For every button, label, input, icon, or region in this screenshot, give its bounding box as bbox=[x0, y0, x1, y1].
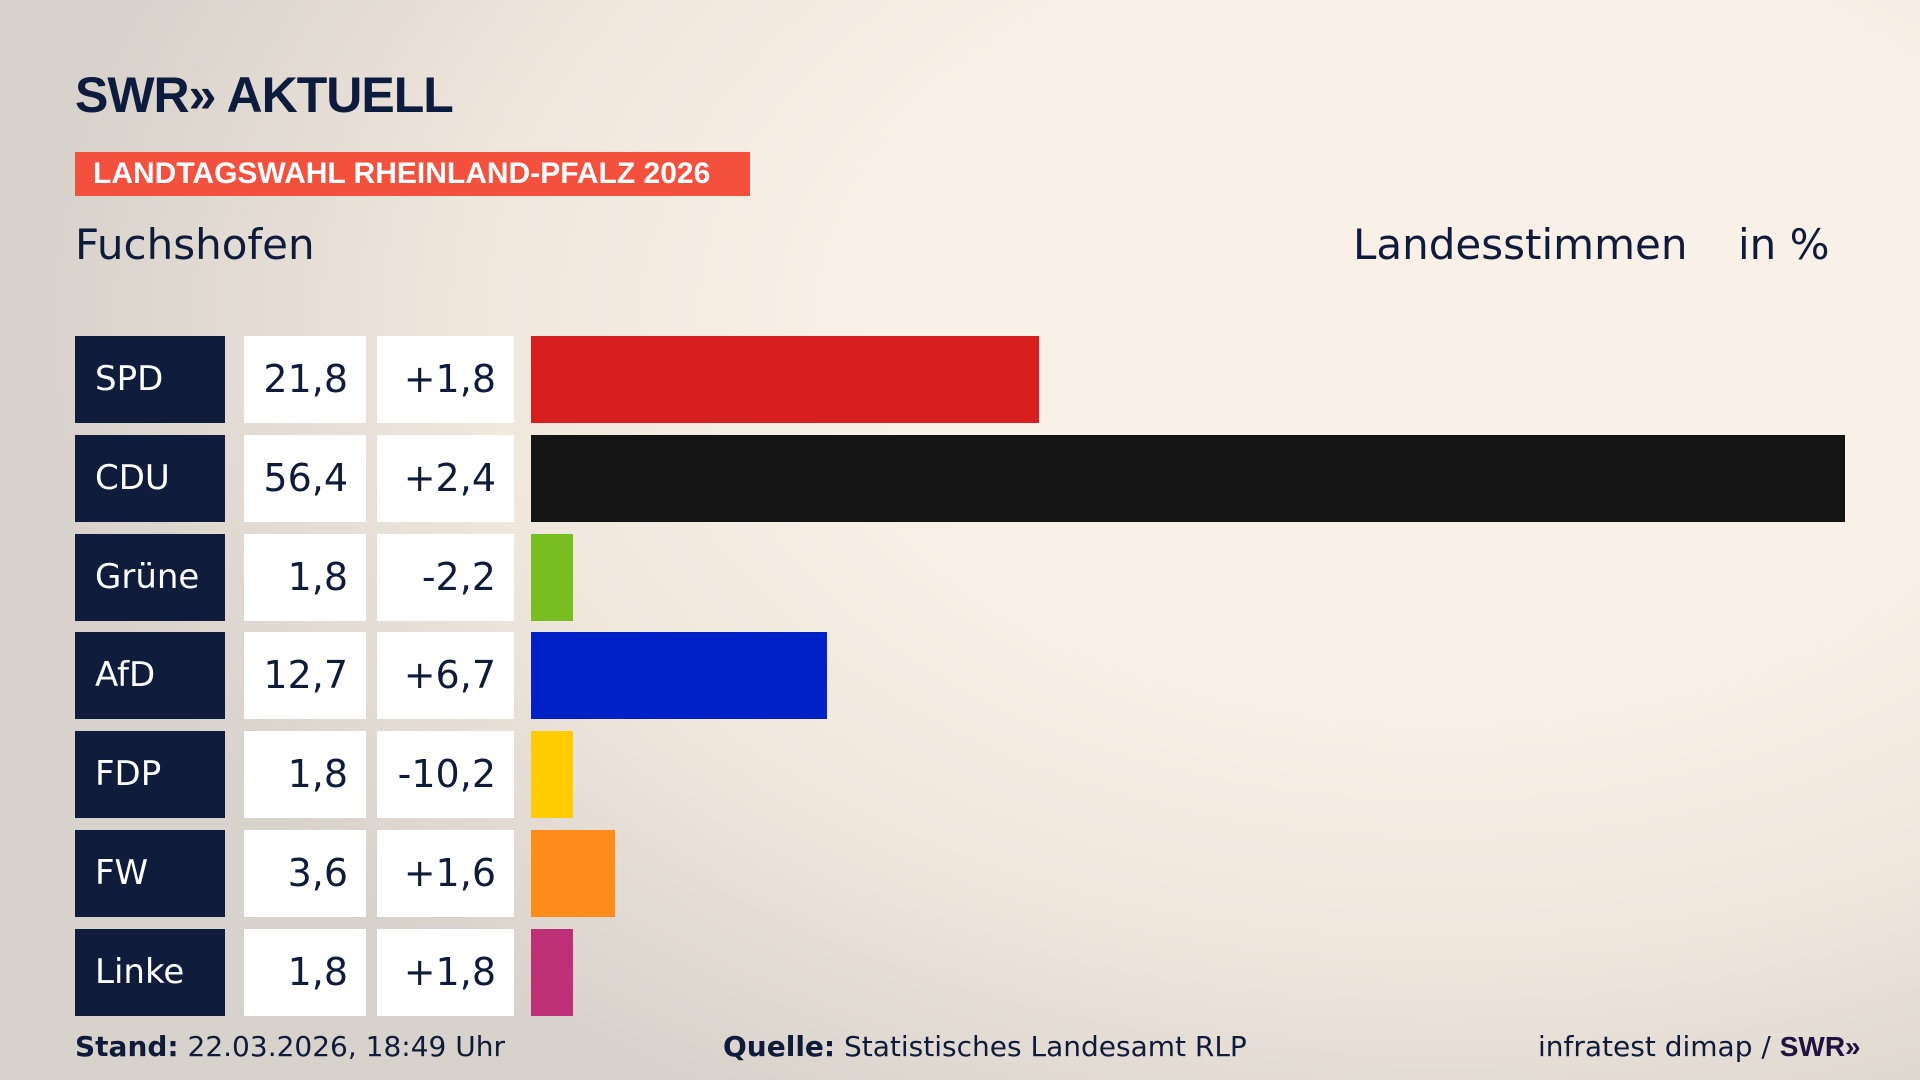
credit-label: infratest dimap / bbox=[1538, 1030, 1780, 1063]
party-label: Grüne bbox=[75, 533, 225, 621]
party-label: Linke bbox=[75, 928, 225, 1016]
credit-text: infratest dimap / SWR» bbox=[1538, 1030, 1861, 1063]
place-title: Fuchshofen bbox=[75, 220, 315, 269]
unit-label: in % bbox=[1738, 220, 1830, 269]
change-label: +1,8 bbox=[377, 336, 514, 423]
value-label: 1,8 bbox=[244, 731, 366, 819]
source-label: Quelle: bbox=[723, 1030, 836, 1063]
change-label: +6,7 bbox=[377, 632, 514, 720]
change-label: +1,6 bbox=[377, 830, 514, 917]
bar-cdu bbox=[531, 434, 1845, 522]
source-text: Quelle: Statistisches Landesamt RLP bbox=[723, 1030, 1247, 1063]
party-label: FDP bbox=[75, 731, 225, 819]
bar-linke bbox=[531, 928, 573, 1016]
source-value: Statistisches Landesamt RLP bbox=[844, 1030, 1247, 1063]
party-label: AfD bbox=[75, 632, 225, 720]
value-label: 3,6 bbox=[244, 830, 366, 917]
change-label: -2,2 bbox=[377, 533, 514, 621]
swr-footer-logo: SWR» bbox=[1779, 1031, 1861, 1062]
party-label: FW bbox=[75, 830, 225, 917]
party-label: SPD bbox=[75, 336, 225, 423]
bar-fdp bbox=[531, 731, 573, 819]
stand-value: 22.03.2026, 18:49 Uhr bbox=[187, 1030, 505, 1063]
bar-afd bbox=[531, 632, 827, 720]
election-banner: LANDTAGSWAHL RHEINLAND-PFALZ 2026 bbox=[75, 152, 750, 196]
party-label: CDU bbox=[75, 434, 225, 522]
bar-spd bbox=[531, 336, 1039, 423]
bar-fw bbox=[531, 830, 615, 917]
change-label: +2,4 bbox=[377, 434, 514, 522]
change-label: -10,2 bbox=[377, 731, 514, 819]
stand-label: Stand: bbox=[75, 1030, 179, 1063]
bar-grüne bbox=[531, 533, 573, 621]
value-label: 56,4 bbox=[244, 434, 366, 522]
swr-aktuell-logo: SWR» AKTUELL bbox=[75, 67, 454, 123]
change-label: +1,8 bbox=[377, 928, 514, 1016]
value-label: 1,8 bbox=[244, 533, 366, 621]
metric-label: Landesstimmen bbox=[1353, 220, 1688, 269]
value-label: 12,7 bbox=[244, 632, 366, 720]
value-label: 1,8 bbox=[244, 928, 366, 1016]
value-label: 21,8 bbox=[244, 336, 366, 423]
stand-text: Stand: 22.03.2026, 18:49 Uhr bbox=[75, 1030, 505, 1063]
